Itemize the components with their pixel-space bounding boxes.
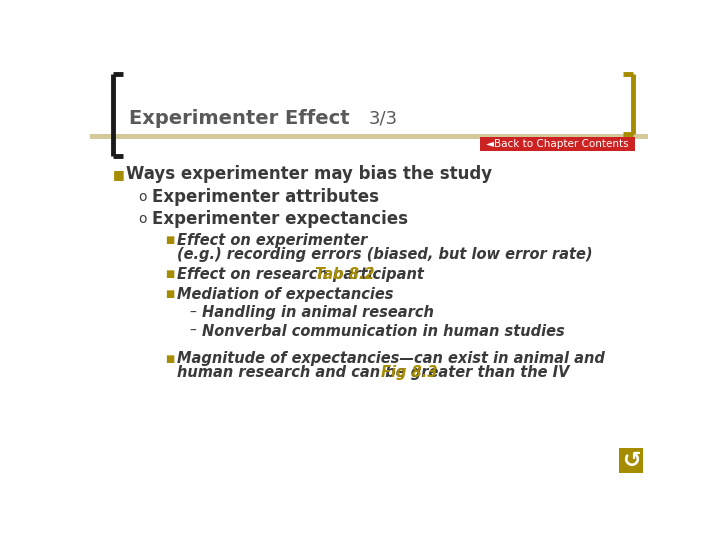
Text: –: – [189,324,196,338]
Text: ↺: ↺ [621,450,640,470]
Text: Experimenter expectancies: Experimenter expectancies [152,210,408,228]
FancyBboxPatch shape [618,448,644,473]
Text: ■: ■ [165,235,174,245]
Text: human research and can be greater than the IV: human research and can be greater than t… [177,365,570,380]
FancyBboxPatch shape [480,137,635,151]
Text: o: o [138,212,147,226]
Text: o: o [138,190,147,204]
Text: Effect on experimenter: Effect on experimenter [177,233,367,248]
Text: ■: ■ [165,269,174,279]
Text: Fig 8.3: Fig 8.3 [382,365,438,380]
Text: Nonverbal communication in human studies: Nonverbal communication in human studies [202,323,564,339]
Text: Tab 8.2: Tab 8.2 [315,267,374,282]
Text: Mediation of expectancies: Mediation of expectancies [177,287,393,302]
Text: ■: ■ [165,354,174,364]
Text: Handling in animal research: Handling in animal research [202,305,433,320]
Text: ■: ■ [113,167,125,181]
Text: –: – [189,306,196,320]
Text: Experimenter Effect: Experimenter Effect [129,109,349,128]
Text: (e.g.) recording errors (biased, but low error rate): (e.g.) recording errors (biased, but low… [177,247,593,262]
Text: Experimenter attributes: Experimenter attributes [152,188,379,206]
Text: ■: ■ [165,289,174,299]
Text: Effect on research participant: Effect on research participant [177,267,423,282]
Text: Ways experimenter may bias the study: Ways experimenter may bias the study [127,165,492,183]
Text: 3/3: 3/3 [369,110,398,128]
Text: ◄Back to Chapter Contents: ◄Back to Chapter Contents [486,139,629,149]
Text: Magnitude of expectancies—can exist in animal and: Magnitude of expectancies—can exist in a… [177,352,605,367]
FancyBboxPatch shape [90,134,648,139]
